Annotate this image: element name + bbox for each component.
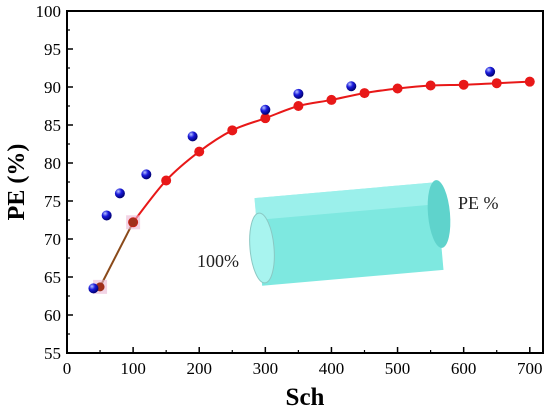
measured-data-point (88, 283, 99, 294)
y-tick-label: 95 (44, 40, 61, 59)
fit-data-point (326, 94, 337, 105)
x-axis-title: Sch (286, 384, 325, 411)
fit-data-point (524, 76, 535, 87)
fit-data-point (227, 125, 238, 136)
measured-data-point (114, 188, 125, 199)
fit-data-point (359, 88, 370, 99)
measured-data-point (260, 104, 271, 115)
measured-data-point (485, 66, 496, 77)
measured-data-point (141, 169, 152, 180)
y-tick-label: 55 (44, 344, 61, 363)
low-range-data-point (128, 217, 138, 227)
plot-marks (88, 66, 535, 294)
measured-data-point (187, 131, 198, 142)
y-tick-label: 80 (44, 154, 61, 173)
plot-frame (66, 10, 544, 354)
x-tick-label: 500 (385, 359, 411, 378)
cylinder-inset-image (249, 180, 451, 286)
inset-label-left: 100% (197, 251, 239, 271)
y-tick-label: 60 (44, 306, 61, 325)
measured-data-point (346, 81, 357, 92)
x-tick-label: 100 (120, 359, 146, 378)
inset-label-right: PE % (458, 193, 499, 213)
y-tick-label: 85 (44, 116, 61, 135)
x-tick-label: 400 (319, 359, 345, 378)
fit-data-point (458, 79, 469, 90)
measured-data-point (293, 88, 304, 99)
x-tick-label: 600 (451, 359, 477, 378)
x-tick-label: 300 (253, 359, 279, 378)
measured-data-point (101, 210, 112, 221)
x-tick-label: 0 (63, 359, 72, 378)
y-tick-label: 75 (44, 192, 61, 211)
fit-data-point (392, 83, 403, 94)
y-tick-label: 90 (44, 78, 61, 97)
x-tick-label: 200 (186, 359, 212, 378)
fit-data-point (161, 175, 172, 186)
fit-data-point (491, 78, 502, 89)
fit-data-point (194, 146, 205, 157)
y-tick-label: 70 (44, 230, 61, 249)
y-tick-label: 100 (36, 2, 62, 21)
axes: 0 100 200 300 400 500 600 700 55 60 65 70 75 80 85 90 95… (36, 2, 543, 378)
low-range-segment-line (99, 221, 135, 288)
y-tick-label: 65 (44, 268, 61, 287)
fit-data-point (293, 101, 304, 111)
x-tick-label: 700 (517, 359, 543, 378)
y-axis-title: PE (%) (4, 144, 30, 221)
fit-data-point (260, 113, 271, 124)
fit-data-point (425, 80, 436, 91)
